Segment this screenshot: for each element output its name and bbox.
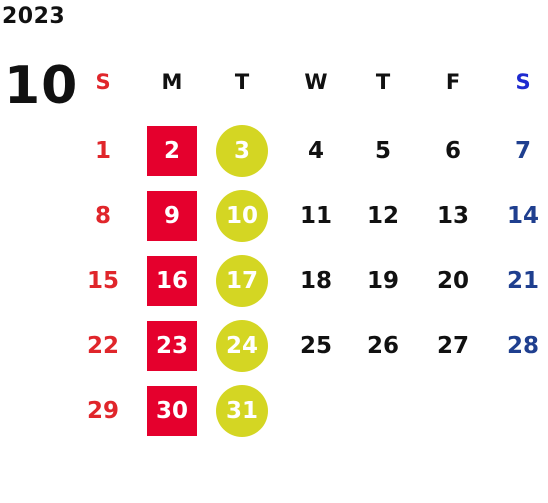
tuesday-highlight-circle [216, 125, 268, 177]
calendar-day[interactable]: 5 [374, 138, 391, 164]
calendar-day[interactable]: 10 [225, 203, 258, 229]
calendar-day[interactable]: 30 [155, 398, 188, 424]
calendar-day[interactable]: 11 [299, 203, 332, 229]
calendar-year: 2023 [2, 4, 66, 29]
calendar-day[interactable]: 24 [225, 333, 258, 359]
calendar-day[interactable]: 25 [299, 333, 332, 359]
monday-highlight-box [147, 126, 197, 176]
calendar-day[interactable]: 12 [366, 203, 399, 229]
calendar-day[interactable]: 1 [94, 138, 111, 164]
calendar-day[interactable]: 8 [94, 203, 111, 229]
calendar-day[interactable]: 26 [366, 333, 399, 359]
tuesday-highlight-circle [216, 255, 268, 307]
calendar-day[interactable]: 31 [225, 398, 258, 424]
calendar-day[interactable]: 20 [436, 268, 469, 294]
calendar-day[interactable]: 23 [155, 333, 188, 359]
monday-highlight-box [147, 321, 197, 371]
weekday-header-mon: M [161, 70, 183, 94]
calendar-day[interactable]: 21 [506, 268, 539, 294]
weekday-header-fri: F [445, 70, 461, 94]
weekday-header-wed: W [304, 70, 328, 94]
calendar-day[interactable]: 13 [436, 203, 469, 229]
calendar-day[interactable]: 22 [86, 333, 119, 359]
monday-highlight-box [147, 191, 197, 241]
calendar-day[interactable]: 19 [366, 268, 399, 294]
weekday-header-sun: S [95, 70, 111, 94]
calendar-day[interactable]: 28 [506, 333, 539, 359]
calendar-day[interactable]: 2 [163, 138, 180, 164]
calendar-day[interactable]: 15 [86, 268, 119, 294]
tuesday-highlight-circle [216, 385, 268, 437]
calendar-day[interactable]: 14 [506, 203, 539, 229]
calendar-day[interactable]: 29 [86, 398, 119, 424]
calendar-day[interactable]: 3 [233, 138, 250, 164]
calendar-day[interactable]: 16 [155, 268, 188, 294]
calendar-day[interactable]: 4 [307, 138, 324, 164]
monday-highlight-box [147, 256, 197, 306]
calendar-day[interactable]: 17 [225, 268, 258, 294]
weekday-header-tue: T [234, 70, 250, 94]
calendar-day[interactable]: 7 [514, 138, 531, 164]
tuesday-highlight-circle [216, 190, 268, 242]
calendar-day[interactable]: 9 [163, 203, 180, 229]
tuesday-highlight-circle [216, 320, 268, 372]
weekday-header-thu: T [375, 70, 391, 94]
calendar-day[interactable]: 18 [299, 268, 332, 294]
monday-highlight-box [147, 386, 197, 436]
calendar-month: 10 [4, 56, 79, 116]
calendar-day[interactable]: 6 [444, 138, 461, 164]
weekday-header-sat: S [515, 70, 531, 94]
calendar-day[interactable]: 27 [436, 333, 469, 359]
